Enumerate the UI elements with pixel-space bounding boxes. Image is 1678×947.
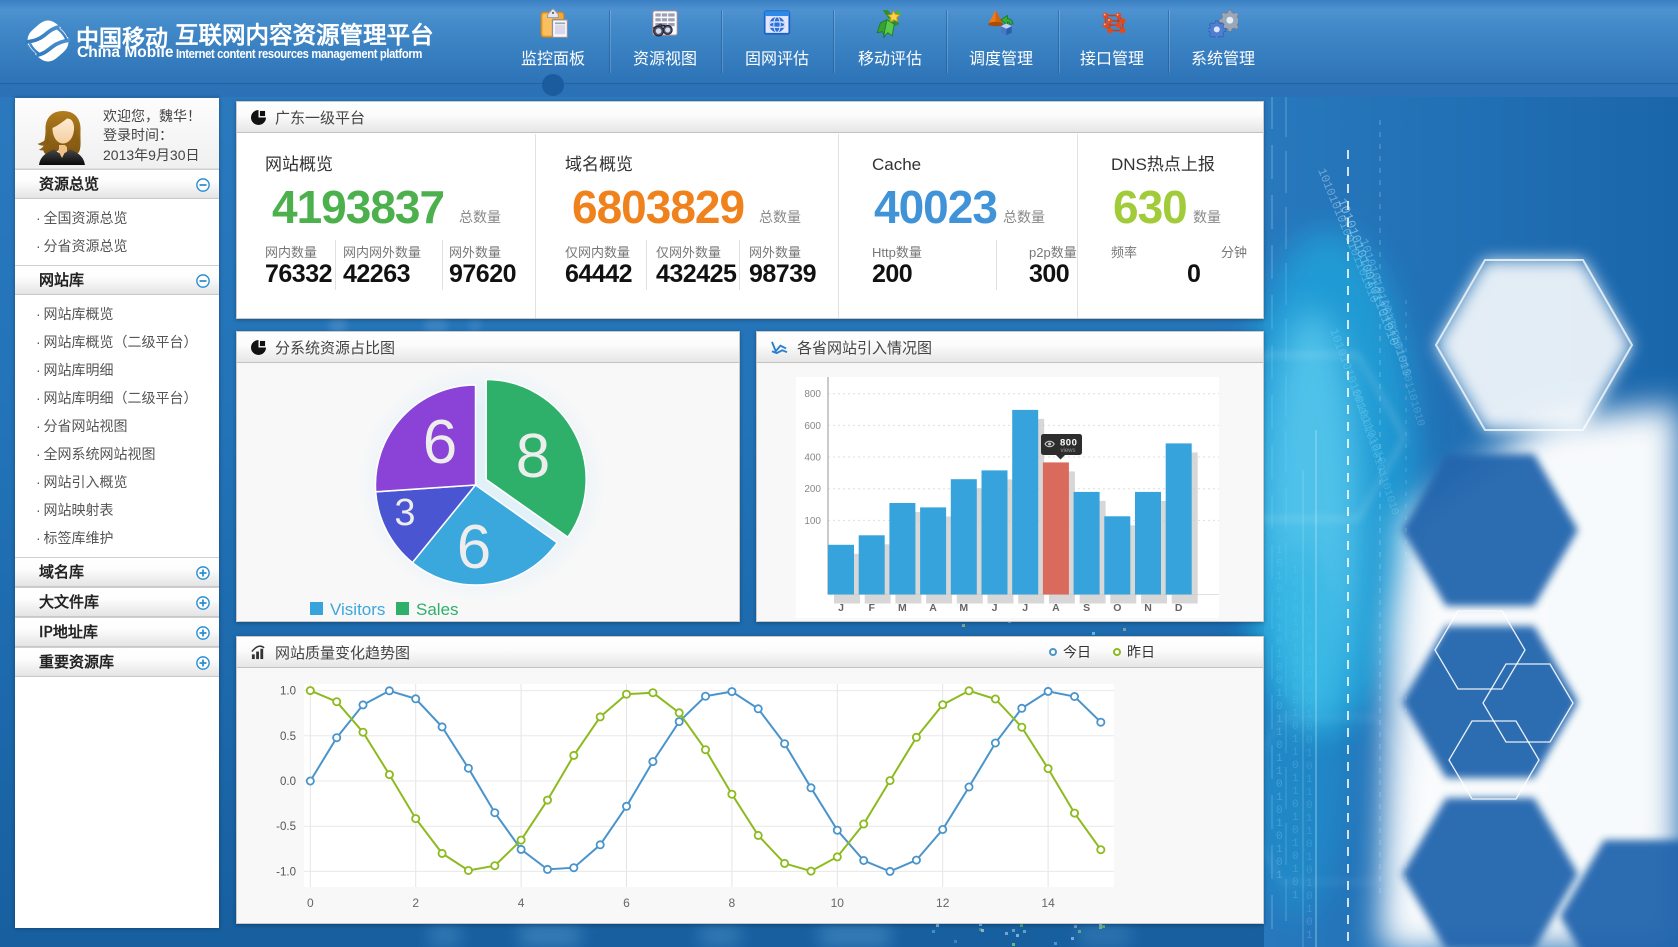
- svg-text:D: D: [1175, 602, 1183, 614]
- svg-text:0.0: 0.0: [280, 776, 296, 788]
- svg-text:8: 8: [729, 896, 736, 910]
- svg-text:J: J: [992, 602, 998, 614]
- svg-text:600: 600: [804, 421, 821, 432]
- svg-text:400: 400: [804, 453, 821, 464]
- svg-text:800: 800: [804, 389, 821, 400]
- svg-text:100: 100: [804, 516, 821, 527]
- svg-text:1.0: 1.0: [280, 686, 296, 698]
- svg-text:-1.0: -1.0: [276, 866, 296, 878]
- svg-text:800: 800: [1060, 438, 1077, 449]
- svg-text:0: 0: [307, 896, 314, 910]
- svg-text:S: S: [1083, 602, 1090, 614]
- svg-text:6: 6: [457, 513, 491, 582]
- svg-text:O: O: [1113, 602, 1121, 614]
- svg-text:6: 6: [623, 896, 630, 910]
- svg-text:views: views: [1061, 448, 1076, 454]
- svg-text:2: 2: [412, 896, 419, 910]
- svg-text:A: A: [929, 602, 937, 614]
- svg-text:14: 14: [1041, 896, 1055, 910]
- svg-text:10: 10: [831, 896, 845, 910]
- svg-text:J: J: [1022, 602, 1028, 614]
- svg-text:200: 200: [804, 484, 821, 495]
- svg-text:8: 8: [516, 422, 550, 491]
- svg-text:-0.5: -0.5: [276, 821, 296, 833]
- svg-text:6: 6: [423, 408, 457, 477]
- svg-text:F: F: [868, 602, 875, 614]
- svg-text:3: 3: [394, 492, 415, 534]
- svg-text:A: A: [1052, 602, 1060, 614]
- svg-text:0.5: 0.5: [280, 731, 296, 743]
- svg-text:12: 12: [936, 896, 950, 910]
- svg-text:N: N: [1144, 602, 1152, 614]
- svg-text:4: 4: [518, 896, 525, 910]
- svg-text:M: M: [898, 602, 907, 614]
- svg-text:J: J: [838, 602, 844, 614]
- svg-text:M: M: [959, 602, 968, 614]
